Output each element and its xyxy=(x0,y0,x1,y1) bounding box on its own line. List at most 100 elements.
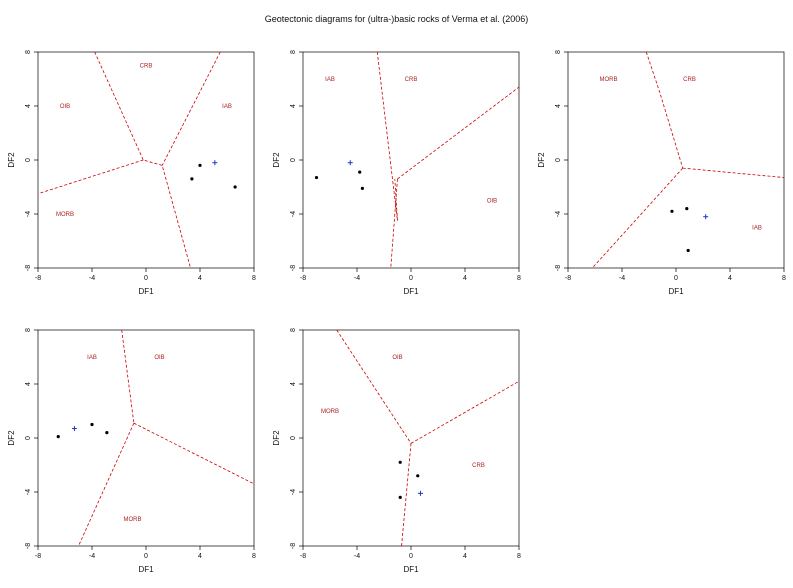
y-tick-label: 4 xyxy=(25,382,32,386)
field-label: MORB xyxy=(321,409,339,415)
y-tick-label: -8 xyxy=(290,543,297,549)
x-tick-label: -4 xyxy=(354,553,360,560)
x-axis-label: DF1 xyxy=(668,287,684,296)
y-tick-label: 8 xyxy=(290,50,297,54)
plot-frame xyxy=(37,329,255,547)
field-label: OIB xyxy=(487,199,497,205)
plot-frame xyxy=(302,51,520,269)
field-label: OIB xyxy=(154,355,164,361)
x-axis-label: DF1 xyxy=(403,565,419,574)
panel-1: -8 -4 0 4 8 -8 -4 0 4 8 DF1 DF2 CRB OIB IAB MORB xyxy=(7,50,256,296)
x-tick-label: 8 xyxy=(252,553,256,560)
mean-point xyxy=(417,490,423,496)
field-boundary xyxy=(94,51,191,269)
y-tick-label: -8 xyxy=(25,265,32,271)
field-boundary xyxy=(397,86,520,180)
field-boundary xyxy=(592,167,684,269)
panel-3: -8 -4 0 4 8 -8 -4 0 4 8 DF1 DF2 MORB CRB IAB xyxy=(537,50,786,296)
y-tick-label: 8 xyxy=(555,50,562,54)
y-axis-label: DF2 xyxy=(7,152,16,168)
y-tick-label: -4 xyxy=(25,489,32,495)
figure-title: Geotectonic diagrams for (ultra-)basic r… xyxy=(264,14,529,24)
field-label: CRB xyxy=(472,463,485,469)
field-label: OIB xyxy=(60,104,70,110)
field-label: CRB xyxy=(140,64,153,70)
y-axis-label: DF2 xyxy=(272,152,281,168)
field-label: IAB xyxy=(87,355,97,361)
field-boundary xyxy=(410,380,520,444)
plot-frame xyxy=(37,51,255,269)
plot-frame xyxy=(302,329,520,547)
x-tick-label: 0 xyxy=(674,275,678,282)
y-tick-label: 4 xyxy=(290,382,297,386)
field-boundary xyxy=(121,329,135,424)
panel-5: -8 -4 0 4 8 -8 -4 0 4 8 DF1 DF2 OIB MORB CRB xyxy=(272,328,521,574)
sample-point xyxy=(90,422,94,427)
field-label: MORB xyxy=(56,212,74,218)
y-axis-label: DF2 xyxy=(537,152,546,168)
y-tick-label: 4 xyxy=(290,104,297,108)
y-tick-label: 0 xyxy=(290,436,297,440)
y-tick-label: 0 xyxy=(555,158,562,162)
sample-point xyxy=(56,435,60,439)
y-tick-label: -4 xyxy=(290,489,297,495)
x-axis-label: DF1 xyxy=(138,565,154,574)
sample-point xyxy=(686,248,690,253)
sample-point xyxy=(360,186,364,190)
x-tick-label: -8 xyxy=(300,553,306,560)
x-tick-label: 0 xyxy=(144,553,148,560)
panel-4: -8 -4 0 4 8 -8 -4 0 4 8 DF1 DF2 IAB OIB MORB xyxy=(7,328,256,574)
x-tick-label: -4 xyxy=(89,275,95,282)
x-tick-label: -8 xyxy=(35,553,41,560)
x-tick-label: 4 xyxy=(463,275,467,282)
x-tick-label: -4 xyxy=(89,553,95,560)
sample-point xyxy=(198,163,202,167)
sample-point xyxy=(398,460,402,464)
x-tick-label: 8 xyxy=(782,275,786,282)
field-label: OIB xyxy=(392,355,402,361)
field-boundary xyxy=(376,51,398,221)
panel-2: -8 -4 0 4 8 -8 -4 0 4 8 DF1 DF2 IAB CRB OIB xyxy=(272,50,521,296)
sample-point xyxy=(314,175,319,180)
sample-point xyxy=(398,495,402,499)
field-boundary xyxy=(401,443,412,547)
field-label: CRB xyxy=(683,77,696,83)
plot-frame xyxy=(567,51,785,269)
y-tick-label: -8 xyxy=(25,543,32,549)
x-axis-label: DF1 xyxy=(403,287,419,296)
x-tick-label: -4 xyxy=(354,275,360,282)
field-boundary xyxy=(78,422,135,547)
y-tick-label: -4 xyxy=(290,211,297,217)
x-tick-label: -8 xyxy=(35,275,41,282)
field-boundary xyxy=(37,159,144,195)
x-tick-label: 8 xyxy=(252,275,256,282)
x-tick-label: 0 xyxy=(409,275,413,282)
y-tick-label: 8 xyxy=(25,50,32,54)
field-label: MORB xyxy=(600,77,618,83)
y-tick-label: -4 xyxy=(555,211,562,217)
x-tick-label: -8 xyxy=(300,275,306,282)
field-boundary xyxy=(682,167,785,178)
y-tick-label: 8 xyxy=(290,328,297,332)
y-tick-label: 0 xyxy=(25,158,32,162)
mean-point xyxy=(71,426,77,432)
y-tick-label: 0 xyxy=(290,158,297,162)
sample-point xyxy=(670,209,674,213)
mean-point xyxy=(212,160,218,166)
sample-point xyxy=(685,207,689,211)
y-axis-label: DF2 xyxy=(7,430,16,446)
mean-point xyxy=(703,214,709,220)
field-label: IAB xyxy=(222,104,232,110)
field-boundary xyxy=(645,51,684,169)
x-tick-label: -8 xyxy=(565,275,571,282)
x-tick-label: 8 xyxy=(517,275,521,282)
mean-point xyxy=(347,160,353,166)
x-tick-label: 0 xyxy=(409,553,413,560)
x-tick-label: -4 xyxy=(619,275,625,282)
y-tick-label: -8 xyxy=(555,265,562,271)
field-label: IAB xyxy=(325,77,335,83)
y-tick-label: -4 xyxy=(25,211,32,217)
y-tick-label: 8 xyxy=(25,328,32,332)
sample-point xyxy=(358,170,362,174)
field-label: MORB xyxy=(124,517,142,523)
